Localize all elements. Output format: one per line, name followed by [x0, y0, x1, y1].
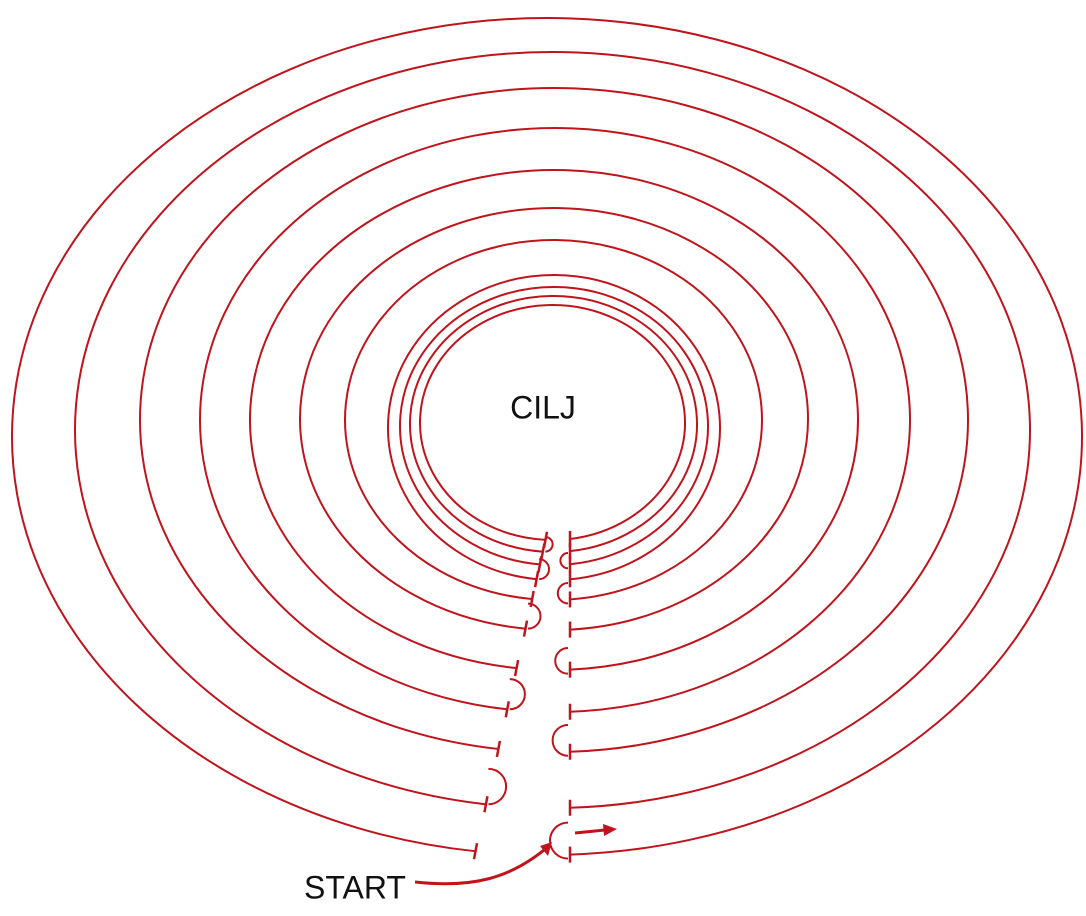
wall-cap: [504, 701, 511, 718]
turn-arrow: [539, 558, 551, 581]
turn-arrow: [509, 678, 526, 711]
wall-cap: [513, 659, 520, 677]
turn-arrow: [545, 536, 554, 553]
turn-arrow: [551, 723, 569, 757]
goal-label: CILJ: [510, 389, 576, 425]
turn-arrow: [549, 821, 569, 860]
maze-ring: [249, 169, 859, 671]
start-arrow: [414, 843, 551, 886]
maze-ring: [399, 286, 709, 566]
maze-ring: [199, 127, 911, 713]
turn-arrow: [559, 552, 569, 570]
turn-arrow: [554, 647, 569, 675]
wall-cap: [472, 842, 479, 860]
maze-ring: [419, 304, 686, 541]
turn-arrow: [556, 582, 569, 605]
turn-arrow: [488, 767, 508, 806]
wall-cap: [483, 796, 489, 813]
exit-arrow: [574, 828, 606, 835]
maze-ring: [344, 239, 763, 601]
maze-ring: [10, 17, 1083, 856]
maze-ring: [409, 295, 698, 553]
wall-cap: [522, 620, 529, 637]
maze-ring: [299, 207, 809, 631]
start-arrowhead: [540, 842, 552, 856]
wall-cap: [495, 740, 502, 758]
start-label: START: [304, 869, 406, 905]
wall-cap: [529, 590, 535, 608]
maze-ring: [74, 51, 1031, 809]
maze-ring: [139, 87, 969, 753]
maze-ring: [387, 274, 721, 581]
wall-cap: [533, 570, 540, 588]
wall-cap: [542, 531, 549, 549]
turn-arrow: [527, 602, 542, 630]
exit-arrowhead: [603, 824, 617, 836]
